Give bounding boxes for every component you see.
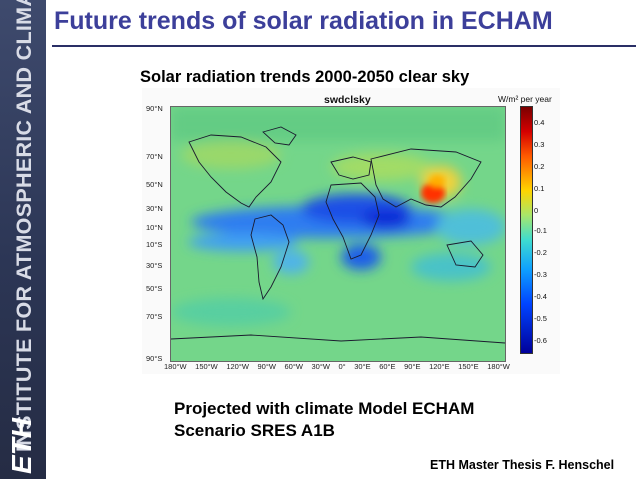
title-divider <box>52 45 636 47</box>
colorbar-tick: -0.1 <box>534 226 547 235</box>
lon-label: 150°W <box>195 362 218 371</box>
model-note-line1: Projected with climate Model ECHAM <box>174 399 475 418</box>
lon-label: 180°W <box>164 362 187 371</box>
lat-label-10n: 10°N <box>146 223 163 232</box>
institute-name: INSTITUTE FOR ATMOSPHERIC AND CLIMATE SC… <box>12 0 36 452</box>
trend-pattern <box>171 107 505 326</box>
lat-label-50s: 50°S <box>146 284 163 293</box>
colorbar-tick: -0.5 <box>534 314 547 323</box>
colorbar-tick: 0 <box>534 206 539 215</box>
lon-label: 120°E <box>429 362 450 371</box>
institute-sidebar: INSTITUTE FOR ATMOSPHERIC AND CLIMATE SC… <box>0 0 46 479</box>
trend-field-svg <box>171 107 505 361</box>
colorbar-tick: -0.3 <box>534 270 547 279</box>
lon-label: 180°W <box>487 362 510 371</box>
lon-label: 0° <box>338 362 346 371</box>
colorbar-tick: 0.2 <box>534 162 545 171</box>
lon-label: 90°E <box>404 362 421 371</box>
figure-subtitle: Solar radiation trends 2000-2050 clear s… <box>140 68 470 86</box>
colorbar <box>520 106 533 354</box>
lon-label: 30°E <box>354 362 371 371</box>
lon-label: 60°W <box>284 362 303 371</box>
solar-radiation-map-figure: swdclsky W/m² per year <box>142 88 560 374</box>
colorbar-tick: 0.3 <box>534 140 545 149</box>
lon-label: 150°E <box>458 362 479 371</box>
colorbar-tick: 0.1 <box>534 184 545 193</box>
lat-label-70s: 70°S <box>146 312 163 321</box>
lat-label-90n: 90°N <box>146 104 163 113</box>
coastlines <box>171 126 505 344</box>
lon-label: 30°W <box>311 362 330 371</box>
lat-label-10s: 10°S <box>146 240 163 249</box>
model-note-line2: Scenario SRES A1B <box>174 421 335 440</box>
lon-label: 90°W <box>257 362 276 371</box>
lon-label: 120°W <box>226 362 249 371</box>
longitude-labels: 180°W 150°W 120°W 90°W 60°W 30°W 0° 30°E… <box>164 362 510 371</box>
slide-title: Future trends of solar radiation in ECHA… <box>54 7 553 35</box>
lat-label-90s: 90°S <box>146 354 163 363</box>
colorbar-tick: -0.6 <box>534 336 547 345</box>
lat-label-70n: 70°N <box>146 152 163 161</box>
world-map <box>170 106 506 362</box>
lat-label-50n: 50°N <box>146 180 163 189</box>
unit-label: W/m² per year <box>498 94 552 104</box>
model-note: Projected with climate Model ECHAM Scena… <box>174 398 474 442</box>
lat-label-30n: 30°N <box>146 204 163 213</box>
footer-credit: ETH Master Thesis F. Henschel <box>430 458 615 472</box>
colorbar-tick: 0.4 <box>534 118 545 127</box>
colorbar-tick: -0.4 <box>534 292 547 301</box>
lat-label-30s: 30°S <box>146 261 163 270</box>
variable-label: swdclsky <box>324 94 371 106</box>
colorbar-tick: -0.2 <box>534 248 547 257</box>
lon-label: 60°E <box>379 362 396 371</box>
east-asia-maximum <box>421 175 445 203</box>
eth-logo: ETH <box>6 418 37 474</box>
